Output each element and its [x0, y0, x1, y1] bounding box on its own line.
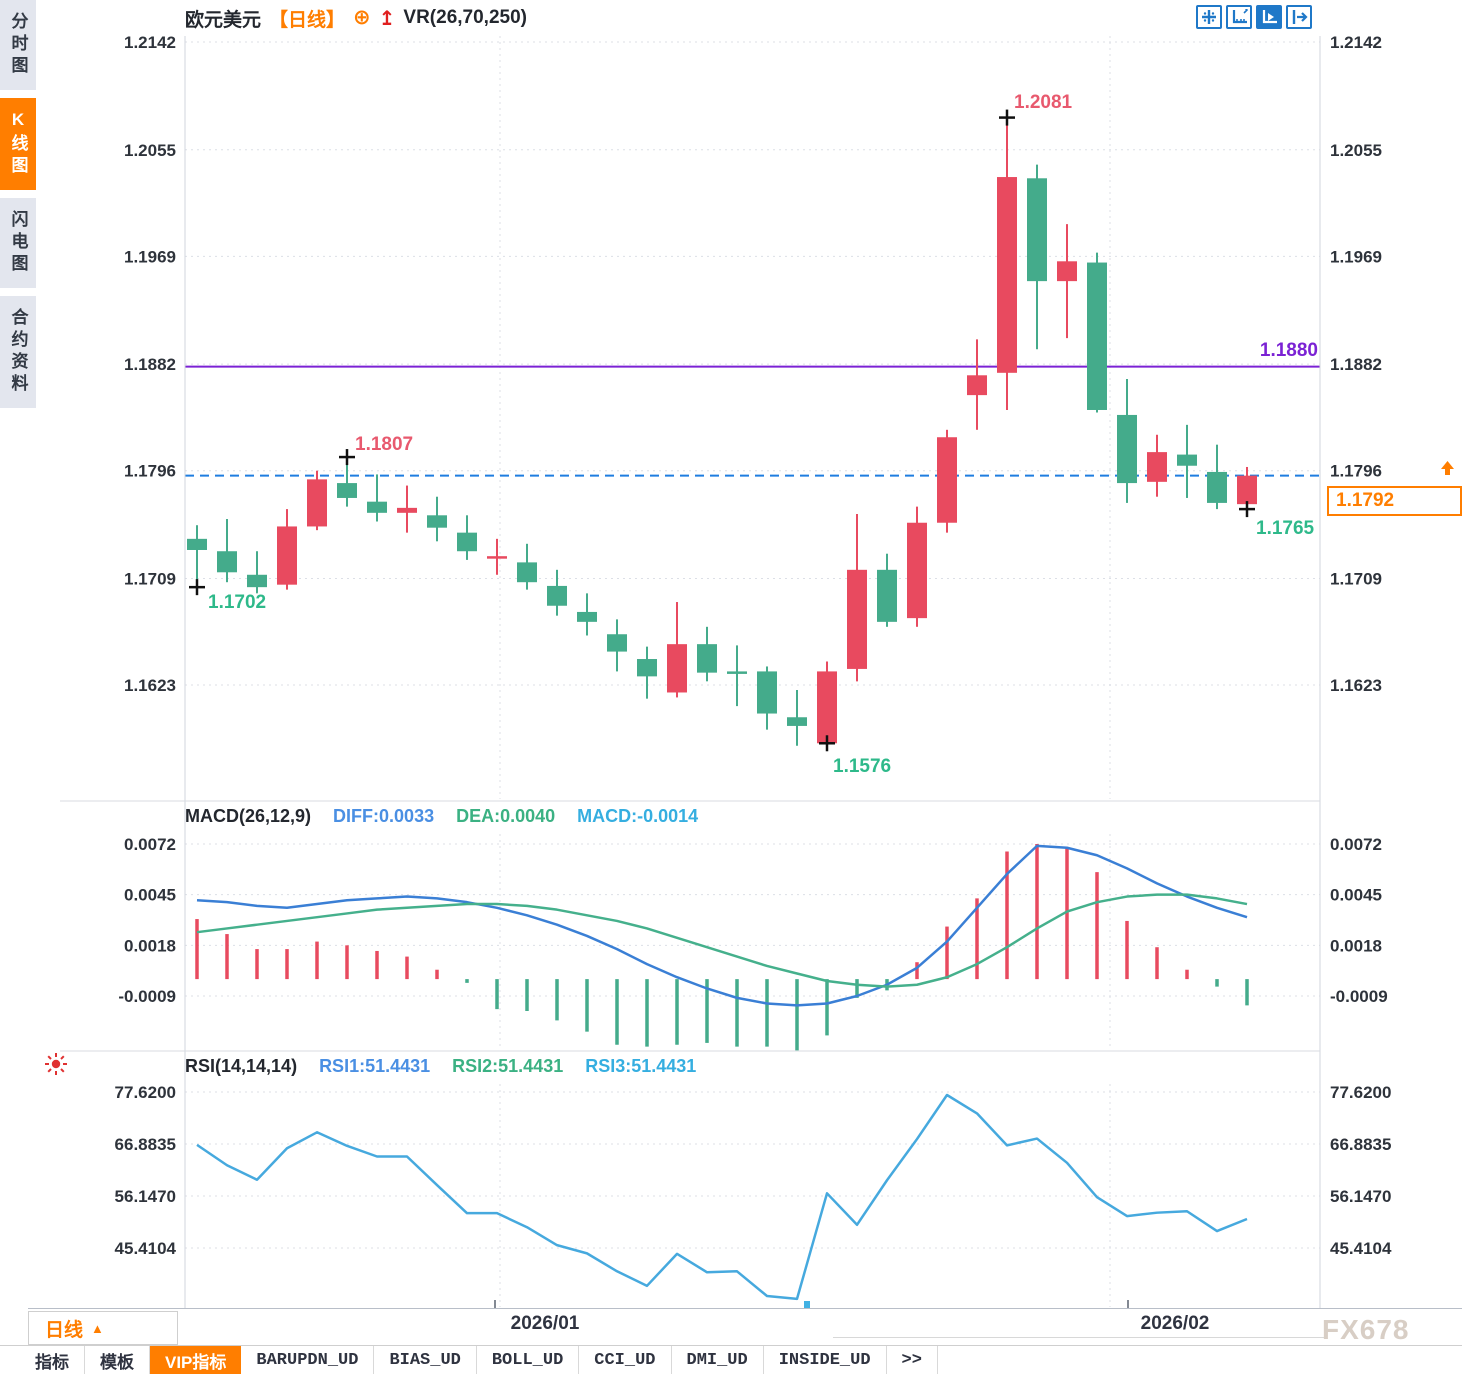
horizontal-level-label: 1.1880 — [1259, 340, 1318, 361]
period-selector-label: 日线 — [45, 1319, 84, 1341]
chart-type-sidebar: 分时图 K线图 闪电图 合约资料 — [0, 0, 38, 416]
rsi-pane-header: RSI(14,14,14) RSI1:51.4431 RSI2:51.4431 … — [185, 1056, 696, 1077]
svg-text:1.1709: 1.1709 — [1330, 569, 1382, 588]
macd-diff-value: DIFF:0.0033 — [333, 806, 435, 826]
svg-text:1.2142: 1.2142 — [124, 33, 176, 52]
svg-text:45.4104: 45.4104 — [115, 1239, 177, 1258]
svg-text:1.1623: 1.1623 — [124, 676, 176, 695]
sidebar-tab-minute-chart[interactable]: 分时图 — [0, 0, 36, 90]
svg-text:56.1470: 56.1470 — [1330, 1187, 1391, 1206]
svg-text:1.1969: 1.1969 — [124, 247, 176, 266]
rsi-title[interactable]: RSI(14,14,14) — [185, 1056, 298, 1076]
svg-text:1.1882: 1.1882 — [124, 355, 176, 374]
vr-signal-up-arrow-icon: ↥ — [378, 7, 396, 30]
last-price-box: 1.1792 — [1327, 486, 1462, 516]
tab-barupdn-ud[interactable]: BARUPDN_UD — [241, 1346, 375, 1374]
svg-text:1.1623: 1.1623 — [1330, 676, 1382, 695]
price-annotation-low: 1.1765 — [1256, 518, 1315, 539]
tab-cci-ud[interactable]: CCI_UD — [579, 1346, 672, 1374]
period-selector-arrow-icon: ▲ — [91, 1320, 104, 1336]
indicator-tab-bar: 指标 模板 VIP指标 BARUPDN_UD BIAS_UD BOLL_UD C… — [0, 1345, 1462, 1374]
scroll-to-price-arrow-icon[interactable] — [1439, 460, 1456, 482]
svg-text:1.2055: 1.2055 — [124, 141, 176, 160]
period-label[interactable]: 【日线】 — [269, 9, 346, 31]
add-indicator-icon[interactable]: ⊕ — [353, 6, 371, 29]
price-annotation-low: 1.1576 — [833, 756, 892, 777]
chart-toolbar — [1196, 5, 1312, 29]
svg-text:1.1969: 1.1969 — [1330, 247, 1382, 266]
sidebar-tab-contract-info[interactable]: 合约资料 — [0, 296, 36, 408]
divider — [833, 1337, 1325, 1338]
x-axis-date: 2026/01 — [510, 1313, 580, 1334]
svg-text:0.0045: 0.0045 — [1330, 886, 1382, 905]
tab-indicators[interactable]: 指标 — [20, 1346, 85, 1374]
svg-text:1.2055: 1.2055 — [1330, 141, 1382, 160]
tab-inside-ud[interactable]: INSIDE_UD — [764, 1346, 887, 1374]
tab-bias-ud[interactable]: BIAS_UD — [374, 1346, 477, 1374]
pan-to-latest-icon[interactable] — [1286, 5, 1312, 29]
svg-text:0.0018: 0.0018 — [1330, 936, 1382, 955]
indicator-settings-icon[interactable] — [42, 1050, 70, 1083]
tab-vip-indicators[interactable]: VIP指标 — [150, 1346, 242, 1374]
rsi1-value: RSI1:51.4431 — [319, 1056, 431, 1076]
macd-pane-header: MACD(26,12,9) DIFF:0.0033 DEA:0.0040 MAC… — [185, 806, 698, 827]
sidebar-tab-kline-chart[interactable]: K线图 — [0, 98, 36, 190]
svg-text:0.0072: 0.0072 — [1330, 835, 1382, 854]
tab-boll-ud[interactable]: BOLL_UD — [477, 1346, 580, 1374]
tab-more[interactable]: >> — [887, 1346, 938, 1374]
svg-text:0.0072: 0.0072 — [124, 835, 176, 854]
rsi2-value: RSI2:51.4431 — [452, 1056, 564, 1076]
svg-text:1.1796: 1.1796 — [124, 462, 176, 481]
svg-text:77.6200: 77.6200 — [115, 1083, 176, 1102]
indicator-name[interactable]: VR(26,70,250) — [403, 7, 527, 28]
svg-text:66.8835: 66.8835 — [1330, 1135, 1391, 1154]
watermark: FX678 — [1322, 1314, 1410, 1345]
symbol-name: 欧元美元 — [185, 9, 262, 31]
svg-text:45.4104: 45.4104 — [1330, 1239, 1392, 1258]
tab-templates[interactable]: 模板 — [85, 1346, 150, 1374]
svg-text:0.0045: 0.0045 — [124, 886, 176, 905]
crosshair-move-icon[interactable] — [1196, 5, 1222, 29]
period-selector[interactable]: 日线 ▲ — [28, 1311, 178, 1345]
svg-text:-0.0009: -0.0009 — [1330, 987, 1388, 1006]
axis-range-icon[interactable] — [1226, 5, 1252, 29]
tab-dmi-ud[interactable]: DMI_UD — [672, 1346, 764, 1374]
price-annotation-high: 1.1807 — [355, 434, 414, 455]
svg-text:0.0018: 0.0018 — [124, 936, 176, 955]
sidebar-tab-lightning-chart[interactable]: 闪电图 — [0, 198, 36, 288]
x-axis-date: 2026/02 — [1140, 1313, 1210, 1334]
svg-text:1.1796: 1.1796 — [1330, 462, 1382, 481]
svg-text:1.2142: 1.2142 — [1330, 33, 1382, 52]
price-annotation-high: 1.2081 — [1014, 92, 1073, 113]
macd-dea-value: DEA:0.0040 — [456, 806, 556, 826]
axis-play-icon[interactable] — [1256, 5, 1282, 29]
svg-text:56.1470: 56.1470 — [115, 1187, 176, 1206]
svg-text:66.8835: 66.8835 — [115, 1135, 176, 1154]
rsi3-value: RSI3:51.4431 — [585, 1056, 697, 1076]
svg-text:1.1882: 1.1882 — [1330, 355, 1382, 374]
svg-text:-0.0009: -0.0009 — [118, 987, 176, 1006]
macd-title[interactable]: MACD(26,12,9) — [185, 806, 312, 826]
svg-text:77.6200: 77.6200 — [1330, 1083, 1391, 1102]
svg-text:1.1709: 1.1709 — [124, 569, 176, 588]
price-annotation-low: 1.1702 — [208, 592, 267, 613]
macd-value: MACD:-0.0014 — [577, 806, 699, 826]
chart-header: 欧元美元 【日线】 ⊕ ↥ VR(26,70,250) — [185, 4, 527, 32]
